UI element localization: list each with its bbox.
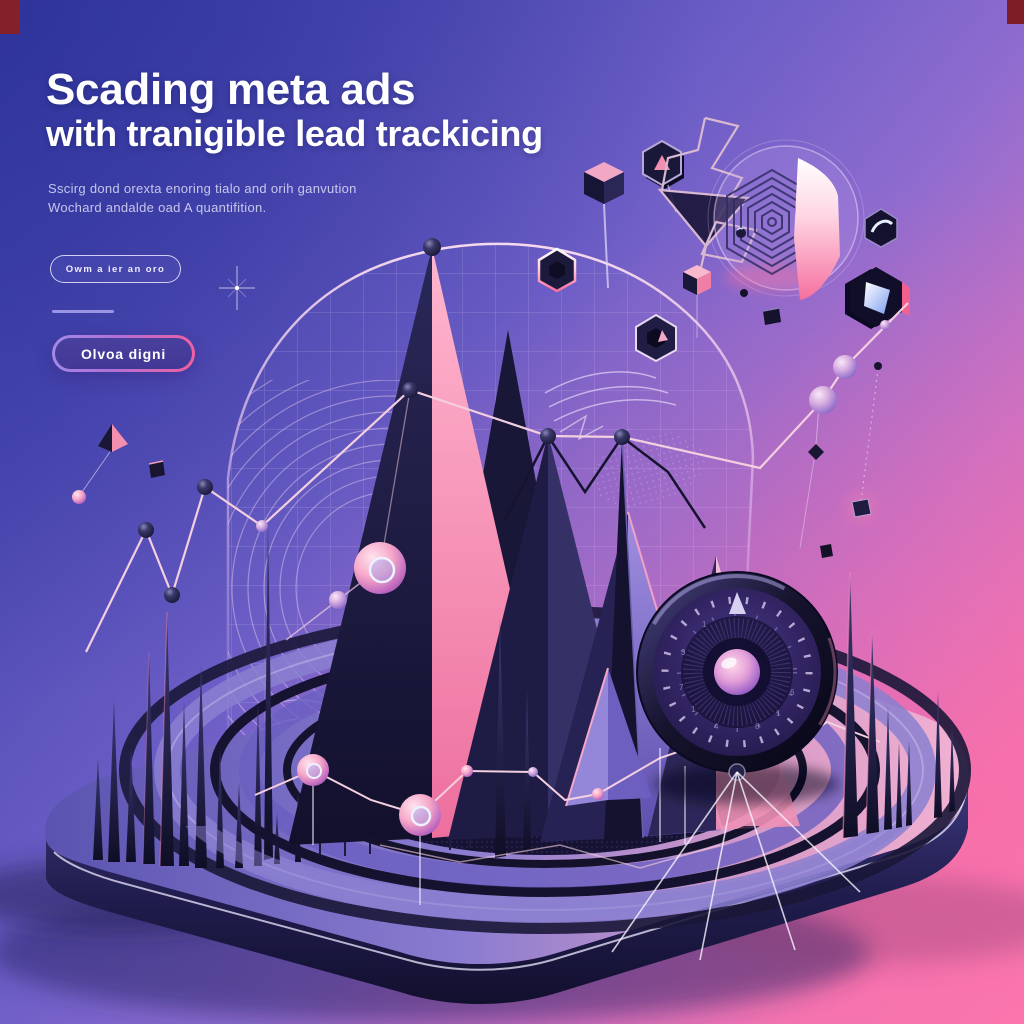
- page-title-line2: with tranigible lead trackicing: [46, 112, 543, 154]
- divider-line: [52, 310, 114, 313]
- svg-text:6: 6: [790, 688, 795, 697]
- outline-button[interactable]: Owm a ier an oro: [50, 255, 181, 283]
- hero-copy: Scading meta ads with tranigible lead tr…: [46, 65, 566, 218]
- svg-text:8: 8: [755, 722, 760, 731]
- subtitle-line2: Wochard andalde oad A quantifition.: [48, 200, 267, 216]
- sparkle-icon: [219, 266, 255, 310]
- svg-text:4: 4: [714, 722, 719, 731]
- hexagon-badge-right-small: [864, 208, 898, 248]
- svg-text:1: 1: [776, 709, 781, 718]
- corner-artifact-right: [1007, 0, 1024, 24]
- subtitle-line1: Sscirg dond orexta enoring tialo and ori…: [48, 181, 357, 197]
- svg-text:1: 1: [691, 705, 696, 714]
- corner-artifact-left: [0, 0, 20, 34]
- svg-text:7: 7: [679, 683, 684, 692]
- svg-text:3: 3: [681, 648, 686, 657]
- svg-text:1: 1: [702, 620, 707, 629]
- fingerprint-circle-badge: [707, 139, 865, 300]
- hexagon-badge-mid: [537, 247, 577, 293]
- cta-button[interactable]: Olvoa digni: [52, 335, 195, 372]
- page-title-line1: Scading meta ads: [46, 65, 416, 114]
- tetrahedron-kite: [72, 424, 165, 504]
- dial-center-ball: [714, 649, 760, 695]
- subtitle: Sscirg dond orexta enoring tialo and ori…: [48, 180, 468, 218]
- hexagon-badge-right-large: [845, 267, 910, 329]
